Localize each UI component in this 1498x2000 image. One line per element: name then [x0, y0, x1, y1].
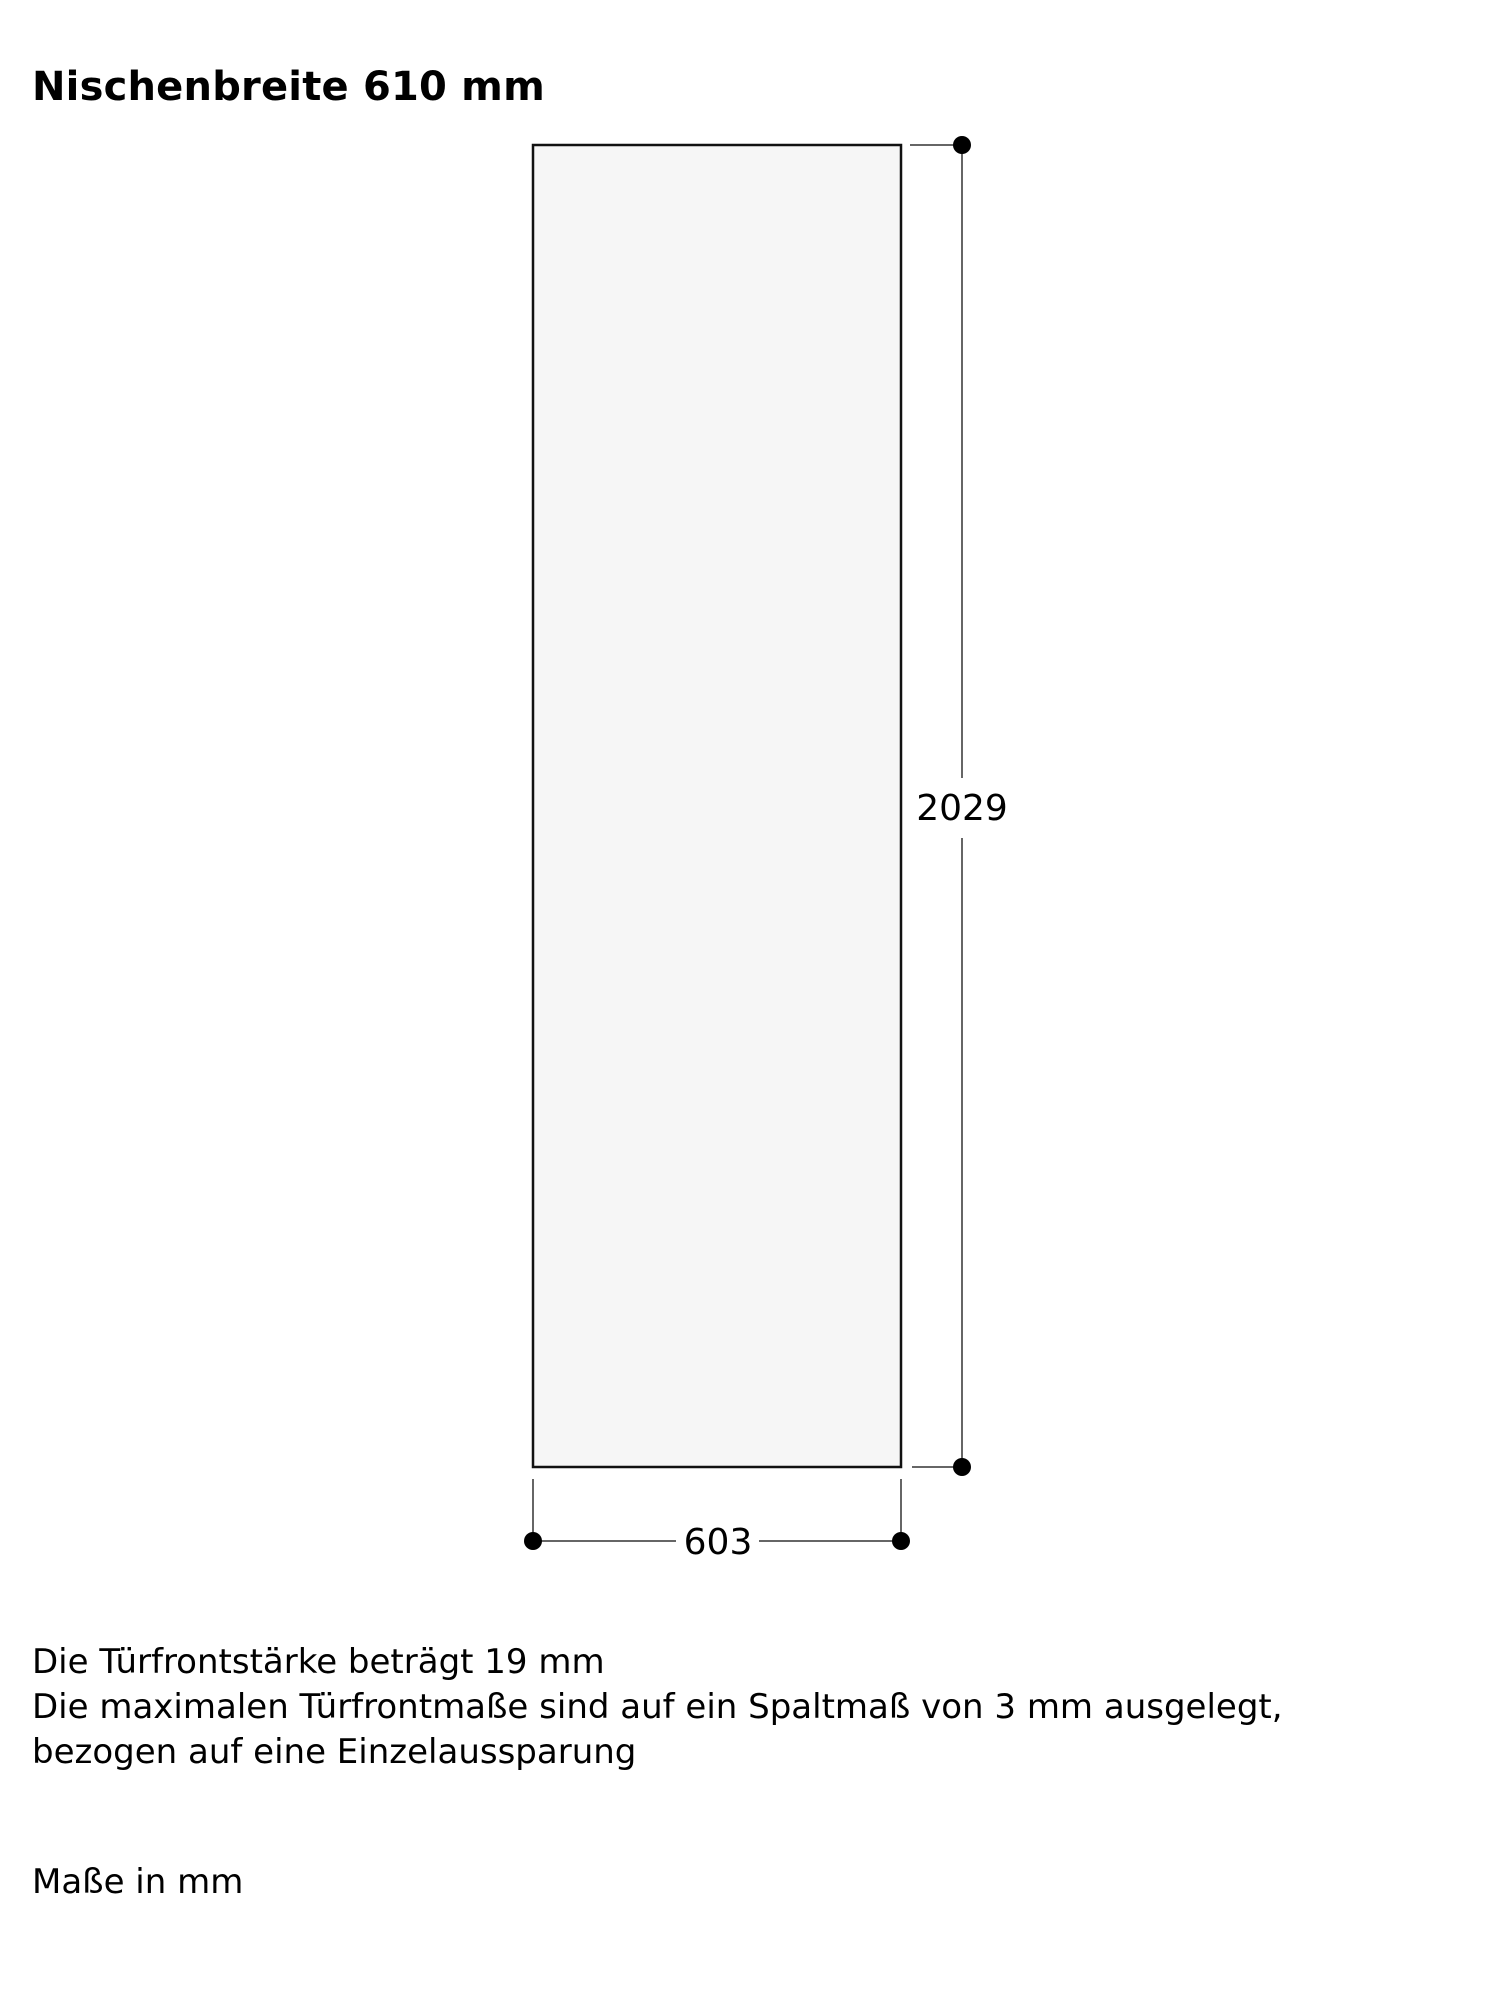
- page-title: Nischenbreite 610 mm: [32, 64, 545, 110]
- width-dimension-dot-right: [892, 1532, 910, 1550]
- height-dimension-dot-bottom: [953, 1458, 971, 1476]
- note-line: bezogen auf eine Einzelaussparung: [32, 1732, 637, 1772]
- height-dimension-label: 2029: [916, 788, 1008, 829]
- units-note: Maße in mm: [32, 1862, 244, 1902]
- width-dimension-label: 603: [684, 1522, 753, 1563]
- height-dimension-dot-top: [953, 136, 971, 154]
- note-line: Die maximalen Türfrontmaße sind auf ein …: [32, 1687, 1283, 1727]
- notes: Die Türfrontstärke beträgt 19 mm Die max…: [32, 1640, 1283, 1775]
- width-dimension-dot-left: [524, 1532, 542, 1550]
- note-line: Die Türfrontstärke beträgt 19 mm: [32, 1642, 605, 1682]
- door-panel: [531, 143, 903, 1469]
